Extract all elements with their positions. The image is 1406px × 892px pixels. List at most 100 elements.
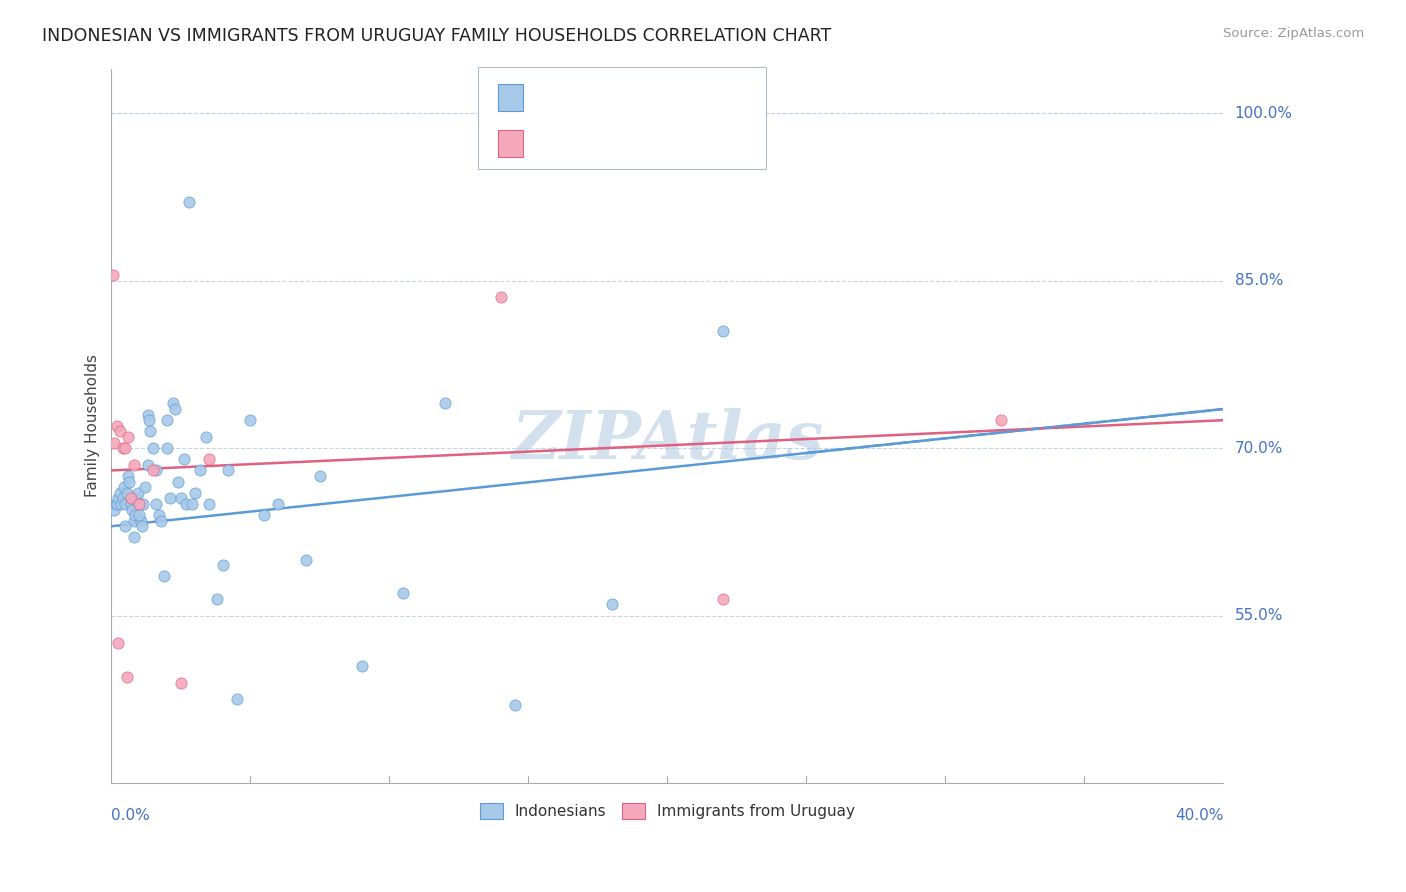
Point — [142, 441, 165, 455]
Text: 100.0%: 100.0% — [1234, 105, 1292, 120]
Text: N =: N = — [617, 90, 654, 104]
Point — [138, 413, 160, 427]
Point — [990, 413, 1012, 427]
Point — [131, 519, 153, 533]
Point — [711, 324, 734, 338]
Point — [392, 586, 415, 600]
Point — [145, 497, 167, 511]
Legend: Indonesians, Immigrants from Uruguay: Indonesians, Immigrants from Uruguay — [474, 797, 860, 825]
Point — [350, 658, 373, 673]
Point — [267, 497, 290, 511]
Point — [114, 441, 136, 455]
Point — [136, 408, 159, 422]
Point — [128, 508, 150, 522]
Point — [190, 463, 212, 477]
Text: 40.0%: 40.0% — [1175, 808, 1223, 823]
Text: R =: R = — [533, 136, 568, 151]
Text: R =: R = — [533, 90, 568, 104]
Point — [142, 463, 165, 477]
Point — [156, 413, 179, 427]
Point — [112, 480, 135, 494]
Point — [105, 418, 128, 433]
Point — [132, 497, 155, 511]
Point — [162, 396, 184, 410]
Text: 0.0%: 0.0% — [111, 808, 150, 823]
Point — [176, 497, 198, 511]
Point — [134, 480, 156, 494]
Text: Source: ZipAtlas.com: Source: ZipAtlas.com — [1223, 27, 1364, 40]
Point — [239, 413, 262, 427]
Point — [103, 502, 125, 516]
Point — [105, 497, 128, 511]
Point — [139, 425, 162, 439]
Point — [600, 598, 623, 612]
Y-axis label: Family Households: Family Households — [86, 354, 100, 497]
Point — [128, 497, 150, 511]
Point — [110, 497, 132, 511]
Point — [165, 402, 187, 417]
Point — [115, 670, 138, 684]
Point — [145, 463, 167, 477]
Point — [489, 290, 512, 304]
Text: ZIPAtlas: ZIPAtlas — [512, 408, 824, 473]
Point — [121, 502, 143, 516]
Point — [115, 485, 138, 500]
Point — [124, 508, 146, 522]
Point — [179, 195, 201, 210]
Point — [197, 452, 219, 467]
Point — [159, 491, 181, 506]
Text: 70.0%: 70.0% — [1234, 441, 1282, 456]
Point — [153, 569, 176, 583]
Point — [127, 485, 149, 500]
Point — [295, 553, 318, 567]
Text: 18: 18 — [643, 136, 665, 151]
Point — [136, 458, 159, 472]
Point — [197, 497, 219, 511]
Text: INDONESIAN VS IMMIGRANTS FROM URUGUAY FAMILY HOUSEHOLDS CORRELATION CHART: INDONESIAN VS IMMIGRANTS FROM URUGUAY FA… — [42, 27, 831, 45]
Point — [148, 508, 170, 522]
Point — [225, 692, 247, 706]
Point — [111, 491, 134, 506]
Point — [253, 508, 276, 522]
Point — [108, 425, 131, 439]
Point — [117, 469, 139, 483]
Text: N =: N = — [617, 136, 654, 151]
Text: 55.0%: 55.0% — [1234, 608, 1282, 624]
Point — [104, 497, 127, 511]
Point — [117, 430, 139, 444]
Point — [156, 441, 179, 455]
Point — [181, 497, 204, 511]
Point — [194, 430, 217, 444]
Text: 85.0%: 85.0% — [1234, 273, 1282, 288]
Text: 0.153: 0.153 — [557, 136, 607, 151]
Point — [114, 519, 136, 533]
Point — [711, 591, 734, 606]
Point — [122, 530, 145, 544]
Point — [103, 435, 125, 450]
Point — [118, 475, 141, 489]
Point — [309, 469, 332, 483]
Point — [107, 636, 129, 650]
Point — [211, 558, 233, 573]
Point — [170, 491, 193, 506]
Point — [120, 491, 142, 506]
Point — [503, 698, 526, 712]
Point — [107, 491, 129, 506]
Point — [129, 514, 152, 528]
Point — [120, 497, 142, 511]
Point — [170, 675, 193, 690]
Point — [122, 514, 145, 528]
Point — [128, 497, 150, 511]
Point — [111, 441, 134, 455]
Point — [434, 396, 457, 410]
Point — [217, 463, 239, 477]
Point — [205, 591, 228, 606]
Point — [101, 268, 124, 282]
Point — [184, 485, 207, 500]
Text: 0.262: 0.262 — [557, 90, 607, 104]
Point — [173, 452, 195, 467]
Point — [122, 458, 145, 472]
Point — [108, 485, 131, 500]
Point — [114, 497, 136, 511]
Point — [167, 475, 190, 489]
